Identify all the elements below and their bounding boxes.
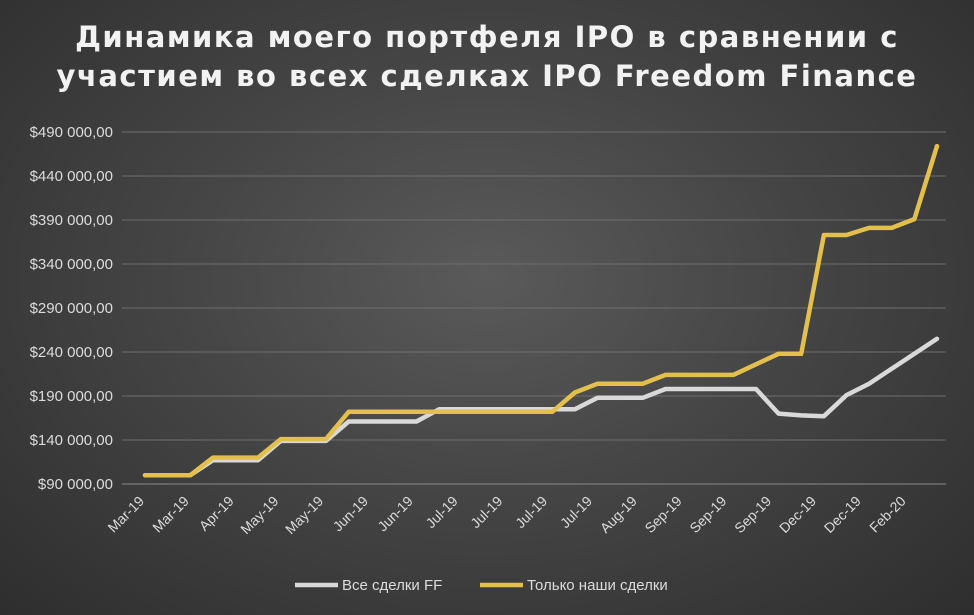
y-tick-label: $90 000,00 (38, 476, 113, 493)
gridlines (122, 131, 946, 441)
x-tick-label: Mar-19 (149, 493, 192, 536)
y-tick-label: $190 000,00 (30, 388, 113, 405)
x-tick-label: Apr-19 (196, 493, 237, 534)
x-tick-label: Jul-19 (512, 493, 550, 531)
y-tick-label: $290 000,00 (30, 300, 113, 317)
x-tick-label: Dec-19 (821, 493, 864, 536)
x-tick-label: Mar-19 (104, 493, 147, 536)
series-lines (142, 143, 940, 478)
x-axis-ticks: Mar-19 Mar-19 Apr-19 May-19 May-19 Jun-19 Jun-… (104, 493, 908, 537)
x-tick-label: Jun-19 (374, 493, 416, 535)
y-tick-label: $340 000,00 (30, 256, 113, 273)
x-tick-label: Jun-19 (330, 493, 372, 535)
y-tick-label: $240 000,00 (30, 344, 113, 361)
x-tick-label: Sep-19 (731, 493, 774, 536)
x-tick-label: Jul-19 (557, 493, 595, 531)
y-tick-label: $390 000,00 (30, 212, 113, 229)
chart-title-line-2: участием во всех сделках IPO Freedom Fin… (56, 59, 918, 93)
x-tick-label: Sep-19 (686, 493, 729, 536)
y-tick-label: $440 000,00 (30, 168, 113, 185)
x-tick-label: Dec-19 (776, 493, 819, 536)
x-tick-label: May-19 (282, 493, 326, 537)
x-tick-label: Jul-19 (422, 493, 460, 531)
x-tick-label: Jul-19 (467, 493, 505, 531)
x-tick-label: Aug-19 (597, 493, 640, 536)
y-tick-label: $490 000,00 (30, 124, 113, 141)
x-tick-label: Sep-19 (641, 493, 684, 536)
y-axis-ticks: $90 000,00 $140 000,00 $190 000,00 $240 000… (30, 124, 113, 493)
x-tick-label: Feb-20 (866, 493, 909, 536)
legend-label: Все сделки FF (342, 577, 442, 594)
series-line (142, 143, 940, 478)
chart-title-line-1: Динамика моего портфеля IPO в сравнении … (75, 20, 899, 54)
x-tick-label: May-19 (237, 493, 281, 537)
legend: Все сделки FF Только наши сделки (295, 577, 668, 594)
legend-label: Только наши сделки (527, 577, 668, 594)
y-tick-label: $140 000,00 (30, 432, 113, 449)
chart-title: Динамика моего портфеля IPO в сравнении … (0, 18, 974, 96)
